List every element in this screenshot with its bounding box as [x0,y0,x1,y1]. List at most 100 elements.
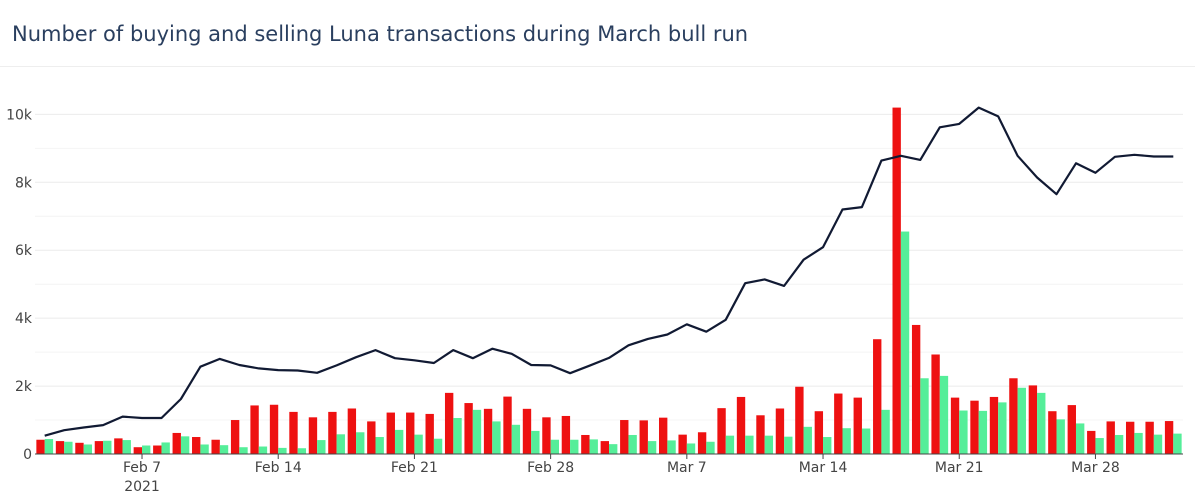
sell-bar [892,107,901,455]
buy-bar [103,440,112,454]
buy-bar [161,442,170,454]
sell-bar [153,445,162,454]
sell-bar [561,415,571,454]
sell-bar [678,434,687,454]
buy-bar [998,402,1007,454]
sell-bar [36,439,45,454]
sell-bar [795,386,804,454]
y-tick-label: 6k [15,243,33,259]
chart-title: Number of buying and selling Luna transa… [12,22,749,46]
sell-bar [834,393,843,454]
buy-bar [978,410,988,454]
y-tick-label: 10k [6,107,33,123]
buy-bar [1037,392,1046,454]
sell-bar [775,408,785,454]
buy-bar [83,444,93,454]
sell-bar [873,339,882,454]
sell-bar [717,408,726,454]
line-series [44,106,1174,437]
sell-bar [269,404,279,454]
sell-bar [503,396,512,454]
buy-bar [356,432,365,454]
transactions-line [44,106,1174,437]
buy-bar [745,435,754,454]
sell-bar [600,441,609,454]
buy-bar [375,437,384,454]
buy-bar [939,375,949,454]
x-tick-label: Feb 28 [527,460,574,476]
sell-bar [114,438,123,454]
buy-bar [414,434,423,454]
sell-bar [659,417,668,454]
sell-bar [814,411,824,454]
sell-bar [289,411,298,454]
sell-bar [989,396,999,454]
sell-bar [308,417,318,454]
buy-bar [219,445,229,454]
sell-bar [367,421,376,454]
buy-bar [180,436,190,454]
sell-bar [911,324,921,454]
sell-bar [230,420,240,454]
buy-bar [609,444,618,454]
buy-bar [706,441,715,454]
buy-bar [1017,387,1026,454]
buy-bar [589,439,598,454]
buy-bar [1114,434,1124,454]
sell-bar [483,408,493,454]
buy-bar [1173,433,1182,454]
sell-bar [172,432,181,454]
buy-bar [453,418,462,454]
buy-bar [122,440,131,454]
buy-bar [531,430,540,454]
y-tick-label: 4k [15,311,33,327]
buy-bar [433,438,443,454]
sell-bar [1125,421,1135,454]
sell-bar [1009,378,1018,454]
buy-bar [920,378,929,454]
sell-bar [425,413,434,454]
x-tick-label: Mar 7 [667,460,707,476]
sell-bar [464,403,473,454]
sell-bar [75,442,84,454]
buy-bar [64,441,73,454]
buy-bar [200,444,209,454]
buy-bar [823,437,832,454]
sell-bar [1067,405,1076,454]
buy-bar [336,434,345,454]
buy-bar [297,448,307,454]
buy-bar [394,429,404,454]
sell-bar [970,400,979,454]
sell-bar [542,417,551,454]
buy-bar [317,440,326,454]
sell-bar [1145,421,1154,454]
buy-bar [1075,423,1085,454]
sell-bar [328,411,337,454]
buy-bar [1134,432,1143,454]
x-tick-sublabel: 2021 [124,479,160,495]
buy-bar [278,447,287,454]
sell-bar [133,447,143,454]
sell-bar [444,392,454,454]
sell-bar [522,408,532,454]
sell-bar [736,396,746,454]
sell-bar [697,432,707,454]
buy-bar [472,409,482,454]
sell-bar [853,397,862,454]
sell-bar [950,397,960,454]
x-tick-label: Feb 14 [255,460,302,476]
buy-bar [764,435,774,454]
sell-bar [347,408,357,454]
buy-bar [842,428,851,454]
buy-bar [803,426,812,454]
buy-bar [258,446,268,454]
sell-bar [639,420,648,454]
buy-bar [647,441,657,454]
sell-bar [620,420,629,454]
buy-bar [239,447,248,454]
buy-bar [44,439,54,454]
sell-bar [55,441,65,454]
sell-bar [386,412,395,454]
buy-bar [667,440,676,454]
bars [36,107,1182,455]
